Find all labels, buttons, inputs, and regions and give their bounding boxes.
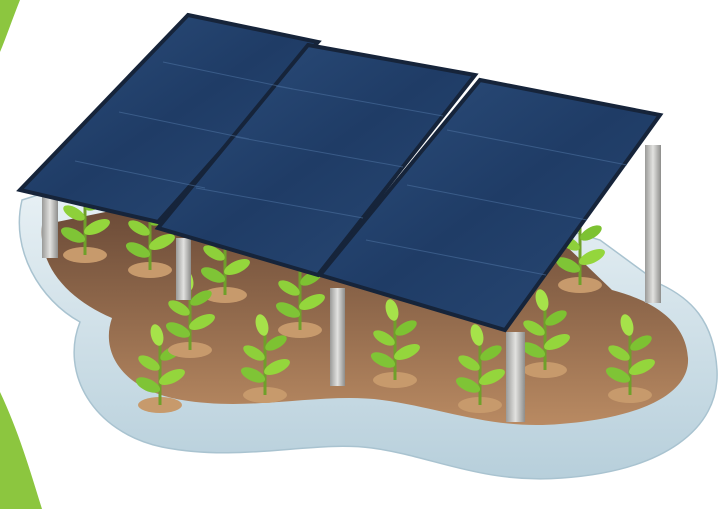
posts bbox=[42, 145, 661, 422]
post bbox=[42, 196, 58, 258]
corner-accent-top bbox=[0, 0, 20, 52]
panel-cells bbox=[74, 61, 628, 276]
post bbox=[176, 238, 191, 300]
solar-panels bbox=[16, 12, 664, 333]
corner-accent-bottom bbox=[0, 392, 42, 509]
post bbox=[645, 145, 661, 303]
solar-panel bbox=[16, 12, 322, 225]
solar-panel bbox=[316, 77, 664, 333]
post bbox=[330, 288, 345, 386]
post bbox=[506, 332, 525, 422]
